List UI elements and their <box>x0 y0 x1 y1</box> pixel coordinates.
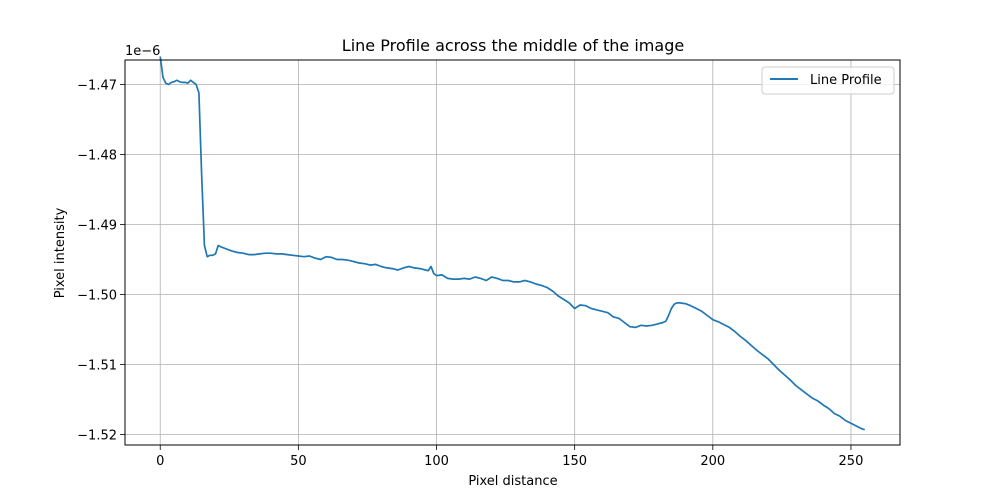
y-tick-label: −1.48 <box>77 149 117 164</box>
y-tick-label: −1.50 <box>77 289 117 304</box>
x-tick-label: 100 <box>424 454 449 469</box>
y-tick-label: −1.52 <box>77 429 117 444</box>
y-axis-label: Pixel intensity <box>53 207 68 298</box>
legend-label: Line Profile <box>810 73 882 88</box>
chart-title: Line Profile across the middle of the im… <box>342 36 684 55</box>
x-tick-label: 250 <box>839 454 864 469</box>
grid <box>125 60 900 445</box>
series-line-line-profile <box>159 56 865 431</box>
y-tick-label: −1.47 <box>77 79 117 94</box>
series-layer <box>159 56 865 431</box>
x-tick-label: 0 <box>156 454 164 469</box>
y-tick-label: −1.49 <box>77 219 117 234</box>
y-axis-offset-text: 1e−6 <box>125 44 160 59</box>
x-axis-label: Pixel distance <box>468 474 557 489</box>
x-tick-label: 150 <box>562 454 587 469</box>
legend: Line Profile <box>761 66 895 95</box>
x-tick-label: 200 <box>700 454 725 469</box>
plot-area <box>125 60 900 445</box>
plot-frame <box>124 59 901 446</box>
y-axis-ticks: −1.52 −1.51 −1.50 −1.49 −1.48 −1.47 <box>77 79 125 444</box>
x-tick-label: 50 <box>290 454 307 469</box>
y-tick-label: −1.51 <box>77 359 117 374</box>
legend-box <box>761 66 895 95</box>
x-axis-ticks: 0 50 100 150 200 250 <box>156 445 863 469</box>
